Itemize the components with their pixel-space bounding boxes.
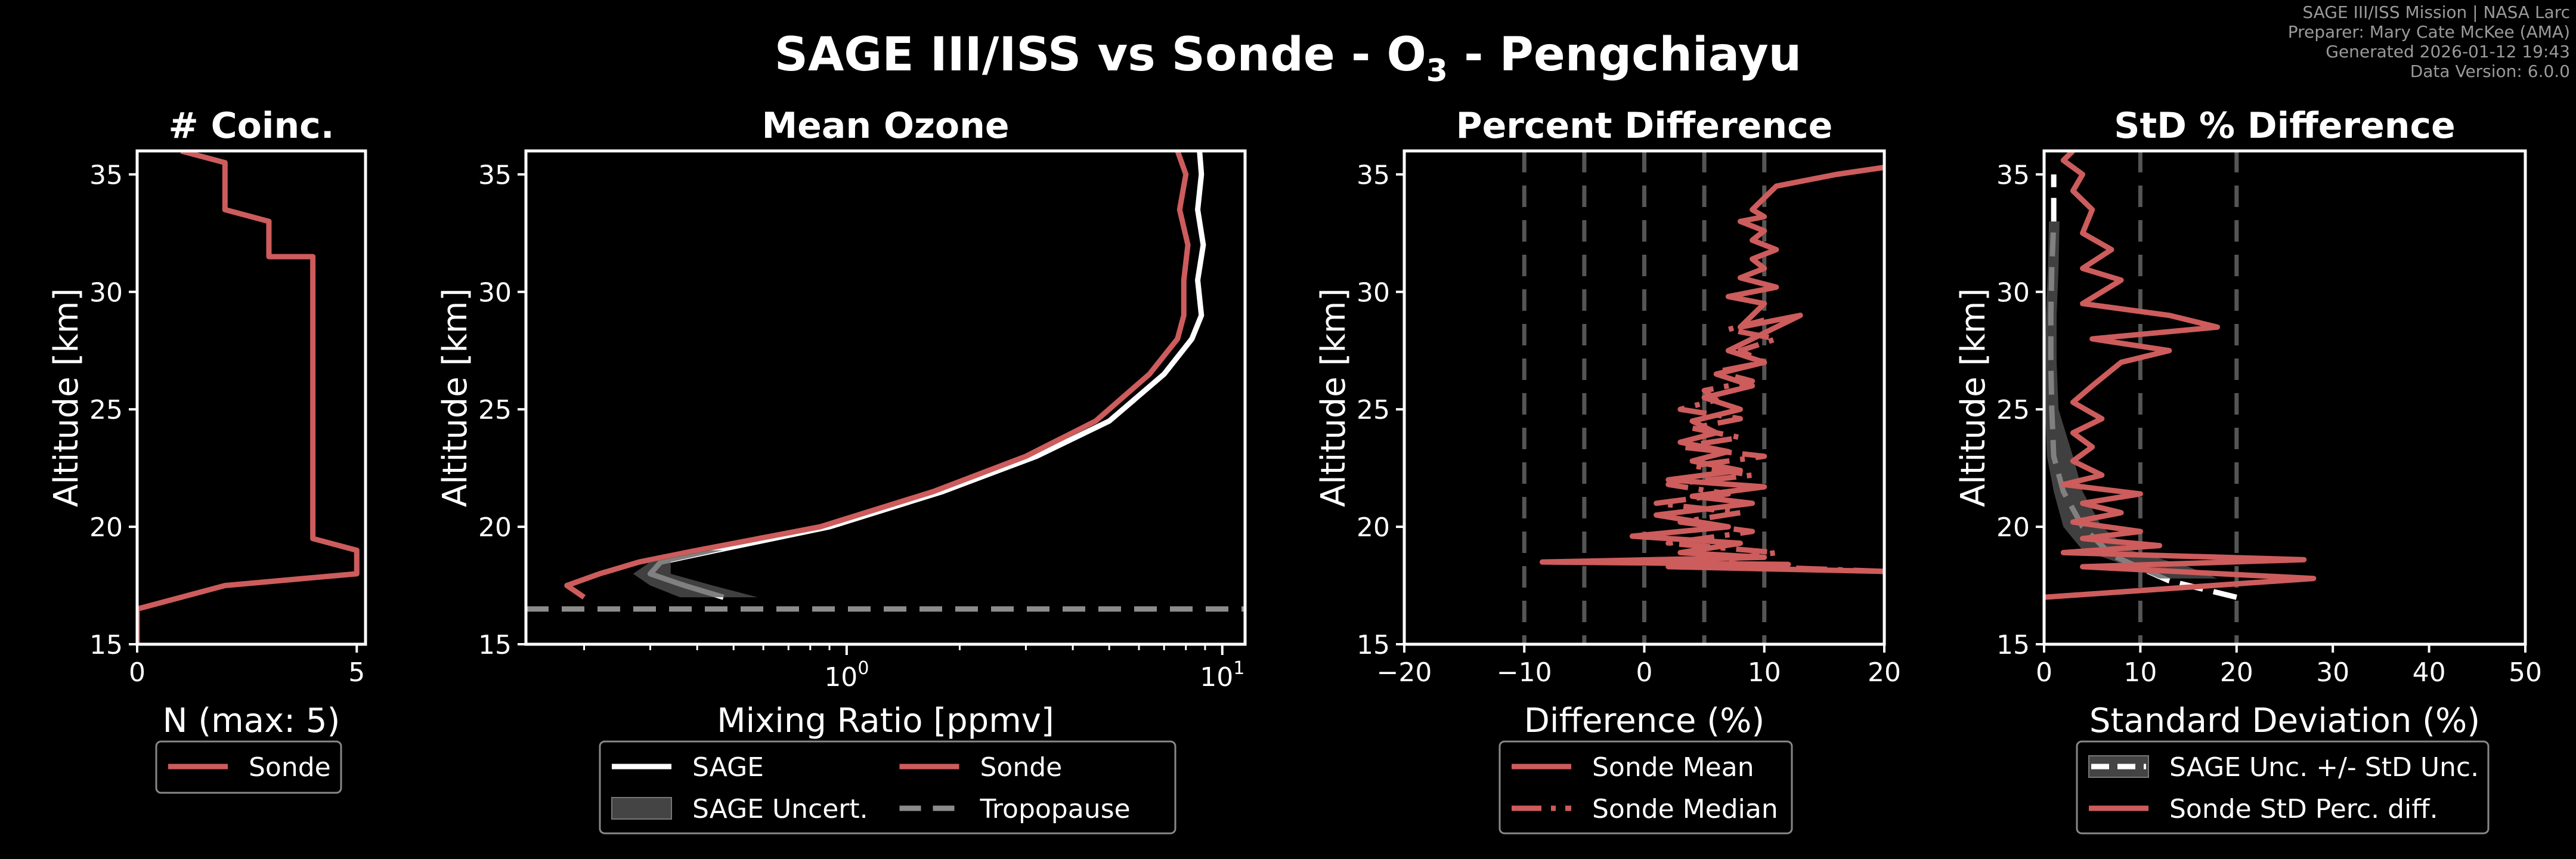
title-subscript: 3 [1426, 53, 1448, 89]
panel-title: # Coinc. [168, 105, 334, 147]
legend-frame [1498, 740, 1793, 835]
x-tick-label-30: 30 [2316, 657, 2349, 688]
x-tick-label--10: −10 [1497, 657, 1552, 688]
legend-entry-sage: SAGE [612, 752, 764, 783]
x-tick-label-20: 20 [1868, 657, 1901, 688]
y-tick-label-35: 35 [1996, 160, 2030, 190]
legend-entry-sonde: Sonde [899, 752, 1063, 783]
y-tick-label-20: 20 [1357, 512, 1390, 543]
series-sonde-mean [1539, 165, 1884, 574]
y-tick-label-20: 20 [478, 512, 512, 543]
metadata-block: SAGE III/ISS Mission | NASA Larc Prepare… [2288, 2, 2570, 81]
plot-area [526, 151, 1245, 612]
legend-entry-sonde-median: Sonde Median [1512, 794, 1778, 824]
legend-label: SAGE [692, 752, 764, 783]
axes-frame [524, 149, 1247, 646]
legend: SAGE SAGE Uncert. Sonde Tropopause [599, 740, 1176, 835]
x-tick-label-0: 0 [2036, 657, 2052, 688]
legend-entry-sonde-std-perc-diff-: Sonde StD Perc. diff. [2089, 794, 2438, 824]
y-axis-label: Altitude [km] [47, 288, 86, 507]
legend-entry-sonde: Sonde [168, 752, 331, 783]
y-tick-label-30: 30 [1357, 277, 1390, 308]
y-tick-label-25: 25 [1996, 395, 2030, 425]
legend-swatch [611, 797, 672, 820]
x-axis-label: Difference (%) [1524, 702, 1764, 740]
x-tick-label-10: 10 [1748, 657, 1781, 688]
y-axis-label: Altitude [km] [1314, 288, 1353, 507]
meta-line-mission: SAGE III/ISS Mission | NASA Larc [2302, 2, 2570, 22]
panel-4: 15 20 25 30 35 0 10 20 30 40 50 StD % Difference Sta… [1954, 105, 2542, 835]
x-tick-label-10: 101 [1200, 658, 1244, 693]
y-tick-label-20: 20 [89, 512, 123, 543]
panel-title: StD % Difference [2114, 105, 2456, 147]
axes-frame [2042, 149, 2527, 646]
y-tick-label-25: 25 [478, 395, 512, 425]
axes-frame [135, 149, 367, 646]
legend-entry-sage-unc-std-unc-: SAGE Unc. +/- StD Unc. [2088, 752, 2479, 783]
y-tick-label-15: 15 [89, 630, 123, 660]
y-tick-label-15: 15 [1996, 630, 2030, 660]
y-tick-label-35: 35 [1357, 160, 1390, 190]
legend-frame [599, 740, 1176, 835]
y-tick-label-15: 15 [478, 630, 512, 660]
legend-label: Tropopause [980, 794, 1131, 824]
y-axis-label: Altitude [km] [436, 288, 475, 507]
band-sage-uncert- [633, 550, 758, 598]
meta-line-generated: Generated 2026-01-12 19:43 [2326, 42, 2570, 61]
panel-3: 15 20 25 30 35 −20 −10 0 10 20 Percent Difference D… [1314, 105, 1901, 835]
figure-title: SAGE III/ISS vs Sonde - O3 - Pengchiayu [775, 28, 1801, 89]
meta-line-preparer: Preparer: Mary Cate McKee (AMA) [2287, 22, 2570, 42]
y-tick-label-35: 35 [89, 160, 123, 190]
legend-label: Sonde Median [1592, 794, 1778, 824]
panel-2: 15 20 25 30 35 100 101 Mean Ozone Mixing Ratio [… [436, 105, 1247, 835]
x-tick-label--20: −20 [1377, 657, 1432, 688]
y-tick-label-30: 30 [89, 277, 123, 308]
legend: SAGE Unc. +/- StD Unc. Sonde StD Perc. di… [2076, 740, 2490, 835]
legend-entry-sonde-mean: Sonde Mean [1512, 752, 1754, 783]
x-tick-label-50: 50 [2509, 657, 2542, 688]
x-tick-label-40: 40 [2413, 657, 2446, 688]
y-tick-label-35: 35 [478, 160, 512, 190]
x-tick-label-1: 100 [824, 658, 869, 693]
series-sonde [564, 151, 1191, 600]
x-axis-label: Standard Deviation (%) [2089, 702, 2480, 740]
series-sonde [137, 151, 360, 644]
panel-title: Mean Ozone [761, 105, 1009, 147]
x-tick-label-0: 0 [129, 657, 145, 688]
y-tick-label-25: 25 [89, 395, 123, 425]
y-tick-label-30: 30 [478, 277, 512, 308]
y-tick-label-30: 30 [1996, 277, 2030, 308]
series-sonde-median [1654, 317, 1884, 574]
legend-frame [2076, 740, 2490, 835]
meta-line-version: Data Version: 6.0.0 [2410, 61, 2570, 81]
legend-label: Sonde StD Perc. diff. [2169, 794, 2438, 824]
plot-area [2044, 151, 2317, 644]
x-tick-label-10: 10 [2123, 657, 2157, 688]
legend-entry-tropopause: Tropopause [899, 794, 1131, 824]
legend: Sonde [155, 740, 342, 794]
x-tick-label-0: 0 [1636, 657, 1653, 688]
legend-label: Sonde Mean [1592, 752, 1754, 783]
x-tick-label-20: 20 [2220, 657, 2253, 688]
panel-1: 15 20 25 30 35 0 5 # Coinc. N (max: 5) Altitude [… [47, 105, 367, 794]
legend-label: Sonde [980, 752, 1063, 783]
legend-label: SAGE Unc. +/- StD Unc. [2169, 752, 2479, 783]
y-tick-label-25: 25 [1357, 395, 1390, 425]
legend-frame [155, 740, 342, 794]
plot-area [1522, 151, 1884, 644]
plot-area [137, 151, 360, 644]
legend-label: Sonde [249, 752, 331, 783]
series-sonde-std-perc-diff- [2044, 151, 2317, 600]
legend-entry-sage-uncert-: SAGE Uncert. [611, 794, 868, 824]
x-axis-label: Mixing Ratio [ppmv] [717, 702, 1054, 740]
y-axis-label: Altitude [km] [1954, 288, 1993, 507]
panel-title: Percent Difference [1456, 105, 1833, 147]
x-tick-label-5: 5 [348, 657, 365, 688]
y-tick-label-15: 15 [1357, 630, 1390, 660]
legend-label: SAGE Uncert. [692, 794, 868, 824]
y-tick-label-20: 20 [1996, 512, 2030, 543]
x-axis-label: N (max: 5) [163, 702, 340, 740]
legend: Sonde Mean Sonde Median [1498, 740, 1793, 835]
